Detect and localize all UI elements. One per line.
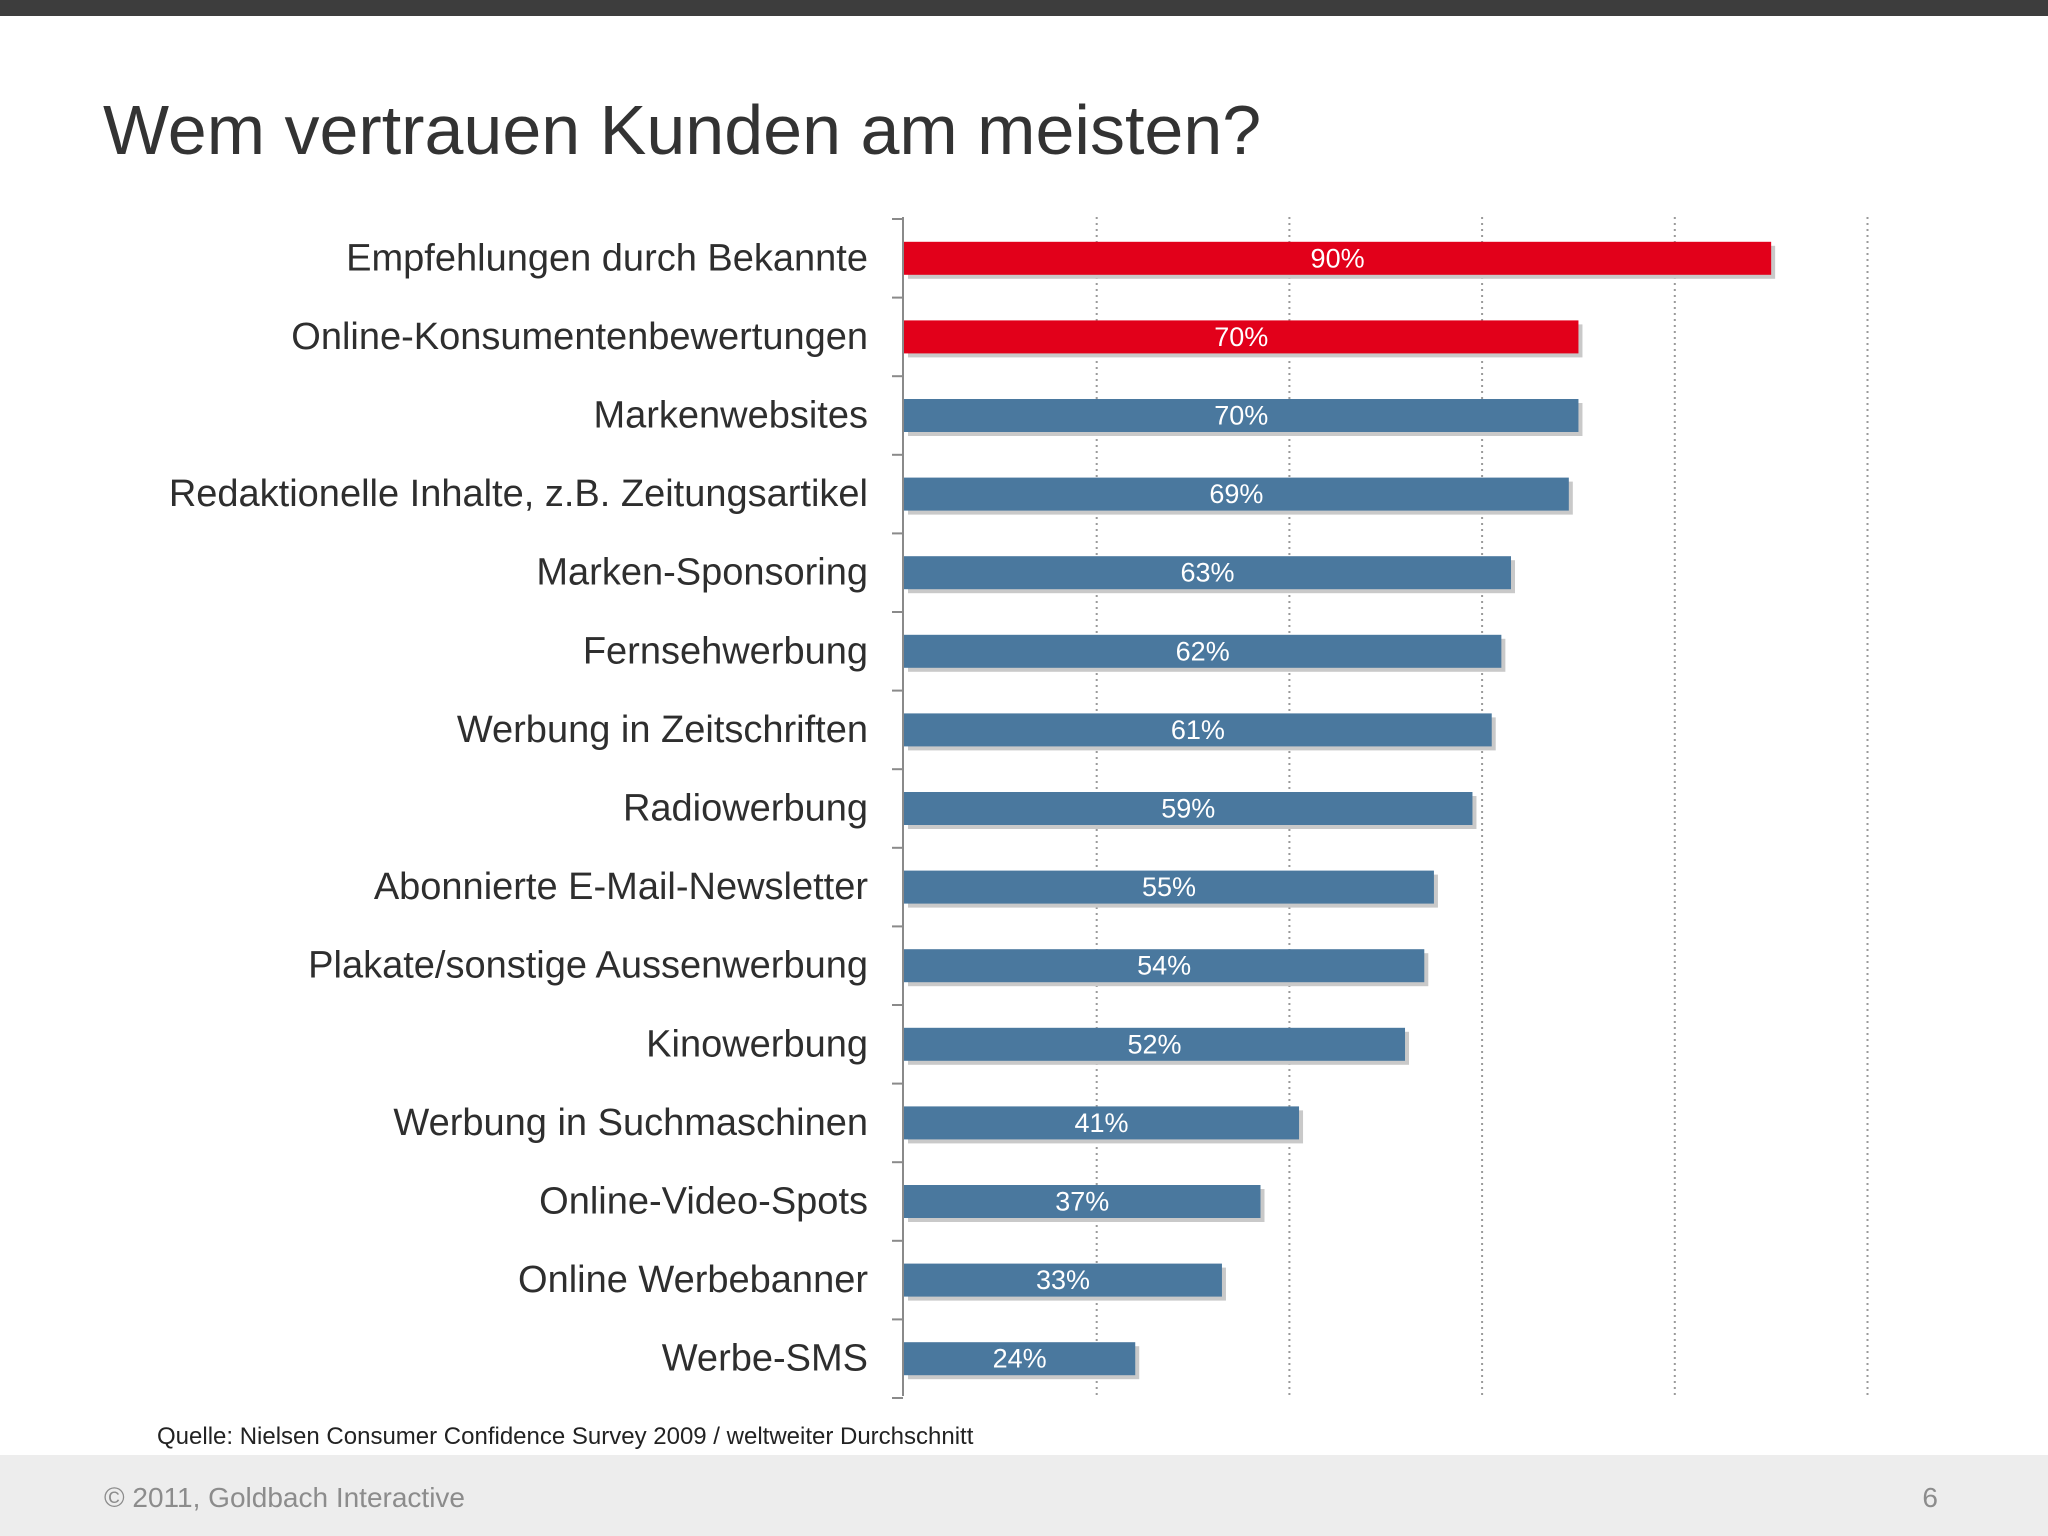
- top-bar: [0, 0, 2048, 16]
- bar: [904, 949, 1425, 983]
- bar: [904, 399, 1579, 432]
- category-label: Radiowerbung: [623, 788, 868, 830]
- source-note: Quelle: Nielsen Consumer Confidence Surv…: [157, 1423, 974, 1450]
- category-label: Plakate/sonstige Aussenwerbung: [308, 945, 868, 987]
- bar: [904, 1106, 1300, 1140]
- category-label: Markenwebsites: [593, 395, 868, 437]
- category-label: Werbung in Zeitschriften: [457, 709, 868, 751]
- category-label: Empfehlungen durch Bekannte: [346, 237, 868, 279]
- category-label: Redaktionelle Inhalte, z.B. Zeitungsarti…: [169, 473, 868, 515]
- category-label: Online Werbebanner: [518, 1259, 868, 1301]
- data-label: 55%: [1142, 872, 1196, 902]
- category-label: Werbung in Suchmaschinen: [393, 1102, 868, 1144]
- category-label: Online-Konsumentenbewertungen: [291, 316, 868, 358]
- bar: [904, 634, 1502, 668]
- bar: [904, 1342, 1136, 1376]
- bar: [904, 1185, 1261, 1218]
- bar: [904, 792, 1473, 825]
- category-label: Abonnierte E-Mail-Newsletter: [374, 866, 869, 908]
- data-label: 69%: [1209, 479, 1263, 509]
- data-label: 59%: [1161, 794, 1215, 824]
- data-label: 41%: [1074, 1108, 1128, 1138]
- data-label: 61%: [1171, 715, 1225, 745]
- data-label: 33%: [1036, 1265, 1090, 1295]
- bar: [904, 1027, 1406, 1061]
- data-label: 90%: [1311, 243, 1365, 273]
- bar: [904, 870, 1434, 904]
- bar: [904, 477, 1569, 511]
- data-label: 62%: [1176, 636, 1230, 666]
- category-label: Fernsehwerbung: [583, 630, 868, 672]
- bar-chart-svg: 90% Empfehlungen durch Bekannte 70% Online-…: [169, 217, 1869, 1399]
- slide-title: Wem vertrauen Kunden am meisten?: [103, 91, 1262, 169]
- data-label: 54%: [1137, 951, 1191, 981]
- data-label: 70%: [1214, 322, 1268, 352]
- footer: [0, 1455, 2048, 1536]
- bar: [904, 1263, 1222, 1297]
- page-number: 6: [1922, 1482, 1938, 1513]
- bar: [904, 556, 1512, 590]
- copyright: © 2011, Goldbach Interactive: [104, 1482, 465, 1513]
- data-label: 37%: [1055, 1187, 1109, 1217]
- category-label: Marken-Sponsoring: [536, 552, 868, 594]
- category-label: Kinowerbung: [646, 1023, 868, 1065]
- bar: [904, 713, 1492, 747]
- bar-chart: 90% Empfehlungen durch Bekannte 70% Online-…: [169, 217, 1869, 1399]
- data-label: 63%: [1180, 558, 1234, 588]
- data-label: 52%: [1127, 1029, 1181, 1059]
- category-label: Online-Video-Spots: [539, 1181, 868, 1223]
- data-label: 70%: [1214, 401, 1268, 431]
- data-label: 24%: [993, 1344, 1047, 1374]
- bar: [904, 320, 1579, 354]
- category-label: Werbe-SMS: [662, 1338, 868, 1380]
- bar: [904, 241, 1772, 275]
